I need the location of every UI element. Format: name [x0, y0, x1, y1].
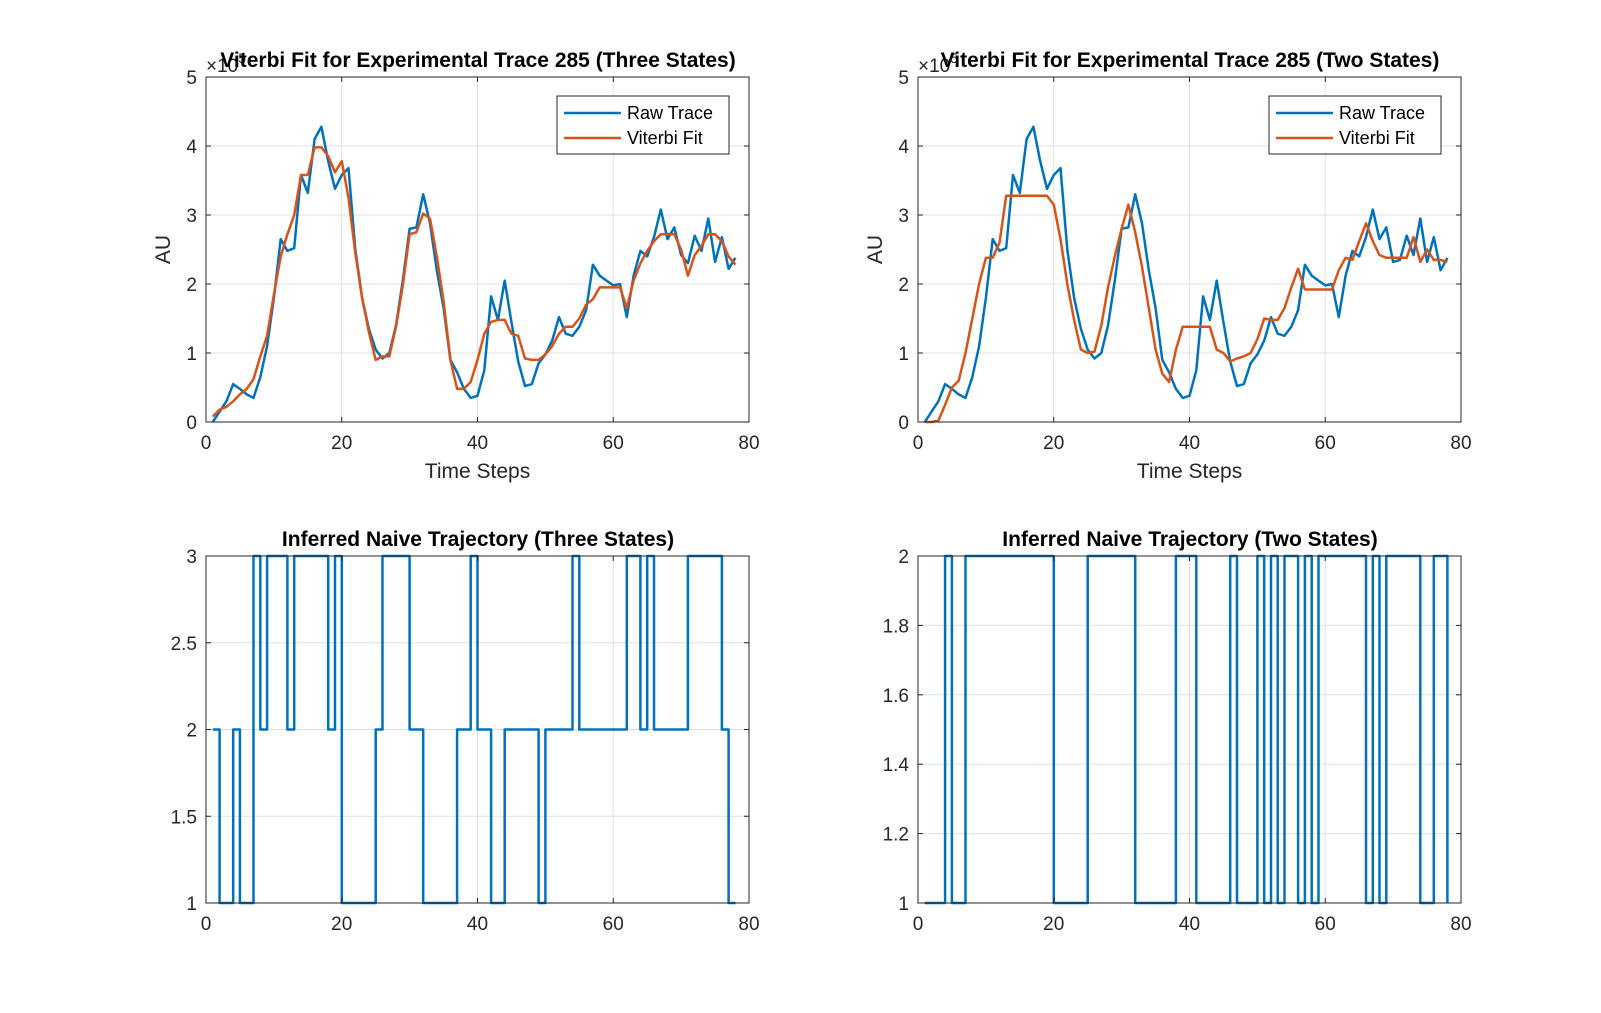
chart-trajectory-three: 0 20 40 60 80 1 1.5 2 2.5 3 Inferred Naive Traject… [171, 528, 760, 935]
legend: Raw Trace Viterbi Fit [1268, 95, 1442, 155]
chart-title: Viterbi Fit for Experimental Trace 285 (… [941, 49, 1440, 72]
x-tick-label: 40 [1179, 914, 1200, 935]
x-tick-label: 60 [1315, 433, 1336, 454]
x-tick-label: 20 [1043, 914, 1064, 935]
legend-box [556, 95, 730, 155]
y-tick-label: 1.2 [883, 825, 909, 846]
x-tick-label: 80 [1450, 433, 1471, 454]
legend-entry-label: Raw Trace [1339, 103, 1425, 123]
y-tick-label: 0 [186, 413, 197, 434]
chart-trajectory-two: 0 20 40 60 80 1 1.2 1.4 1.6 1.8 2 Inferred Naive Tr… [883, 528, 1472, 935]
x-tick-label: 60 [603, 433, 624, 454]
x-tick-label: 0 [201, 914, 212, 935]
y-tick-label: 2 [898, 547, 909, 568]
y-tick-label: 4 [898, 137, 909, 158]
legend-entry-label: Raw Trace [627, 103, 713, 123]
x-tick-label: 0 [913, 433, 924, 454]
raw-trace-line [923, 125, 1449, 423]
y-tick-label: 1 [898, 894, 909, 915]
chart-title: Inferred Naive Trajectory (Two States) [1002, 528, 1377, 551]
y-tick-label: 3 [186, 547, 197, 568]
y-tick-label: 2.5 [171, 634, 197, 655]
y-exponent-label: ×105 [206, 50, 246, 77]
y-tick-label: 1.6 [883, 686, 909, 707]
x-tick-label: 40 [467, 914, 488, 935]
y-tick-label: 3 [898, 206, 909, 227]
x-tick-label: 60 [603, 914, 624, 935]
x-axis-label: Time Steps [1137, 460, 1242, 483]
legend: Raw Trace Viterbi Fit [556, 95, 730, 155]
x-tick-label: 20 [331, 914, 352, 935]
y-axis-label: AU [864, 235, 887, 264]
viterbi-fit-line [924, 194, 1448, 424]
y-tick-label: 2 [186, 275, 197, 296]
x-axis-label: Time Steps [425, 460, 530, 483]
legend-entry-label: Viterbi Fit [1339, 128, 1415, 148]
x-tick-label: 0 [201, 433, 212, 454]
legend-box [1268, 95, 1442, 155]
x-tick-label: 80 [738, 914, 759, 935]
y-axis-label: AU [152, 235, 175, 264]
y-tick-label: 1 [186, 344, 197, 365]
x-tick-label: 40 [1179, 433, 1200, 454]
y-tick-label: 5 [186, 68, 197, 89]
y-tick-label: 1 [898, 344, 909, 365]
y-tick-label: 1 [186, 894, 197, 915]
y-tick-label: 3 [186, 206, 197, 227]
x-tick-label: 20 [1043, 433, 1064, 454]
x-tick-label: 80 [738, 433, 759, 454]
trajectory-line [212, 554, 736, 905]
x-tick-label: 80 [1450, 914, 1471, 935]
viterbi-fit-line [211, 146, 737, 418]
chart-title: Viterbi Fit for Experimental Trace 285 (… [220, 49, 735, 72]
y-tick-label: 5 [898, 68, 909, 89]
y-tick-label: 1.8 [883, 616, 909, 637]
legend-entry-label: Viterbi Fit [627, 128, 703, 148]
y-tick-label: 2 [186, 721, 197, 742]
chart-title: Inferred Naive Trajectory (Three States) [282, 528, 674, 551]
x-tick-label: 60 [1315, 914, 1336, 935]
x-tick-label: 20 [331, 433, 352, 454]
y-tick-label: 0 [898, 413, 909, 434]
y-tick-label: 4 [186, 137, 197, 158]
y-tick-label: 1.4 [883, 755, 910, 776]
x-tick-label: 0 [913, 914, 924, 935]
y-exponent-label: ×105 [918, 50, 958, 77]
x-tick-label: 40 [467, 433, 488, 454]
y-tick-label: 2 [898, 275, 909, 296]
y-tick-label: 1.5 [171, 807, 197, 828]
